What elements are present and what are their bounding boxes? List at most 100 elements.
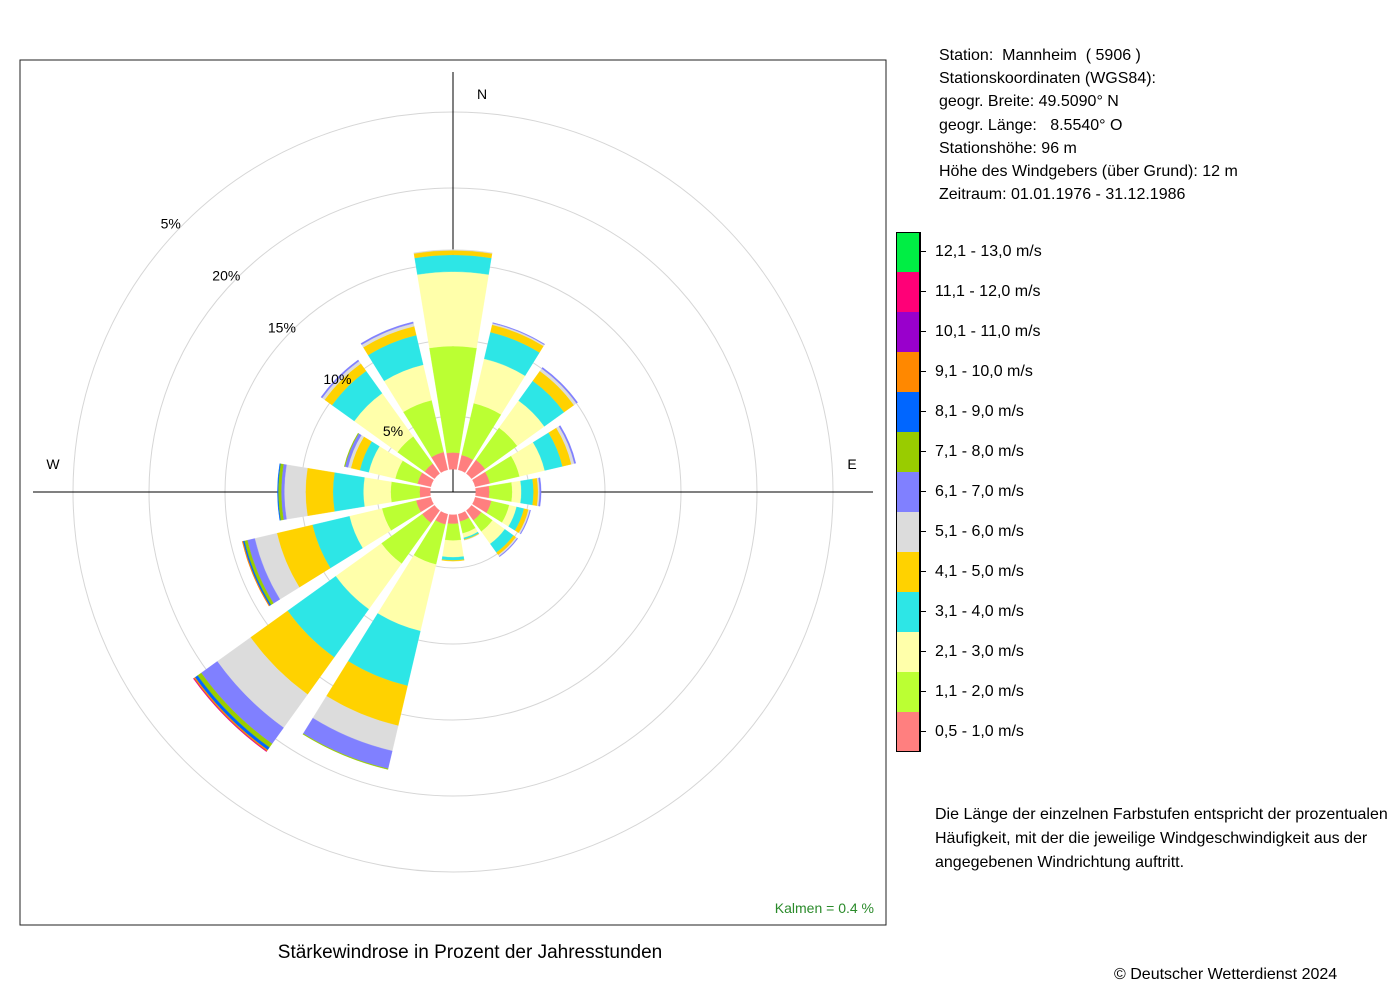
legend-swatch (896, 632, 920, 672)
legend-item: 11,1 - 12,0 m/s (896, 272, 1196, 312)
sector-SW-class-12 (193, 678, 267, 752)
radial-tick-label: 5% (383, 423, 403, 439)
legend-swatch (896, 312, 920, 352)
station-info: Station: Mannheim ( 5906 ) Stationskoord… (939, 44, 1238, 206)
sector-WSW-class-10 (241, 541, 270, 607)
legend-label: 12,1 - 13,0 m/s (935, 243, 1042, 260)
sector-W-class-6 (284, 464, 308, 520)
legend-swatch (896, 712, 920, 752)
legend-swatch (896, 232, 920, 272)
legend-swatch (896, 672, 920, 712)
legend-item: 12,1 - 13,0 m/s (896, 232, 1196, 272)
sector-W-class-1 (419, 486, 431, 498)
sector-NW-class-7 (320, 359, 360, 399)
sector-W-class-9 (277, 463, 281, 521)
legend-swatch (896, 352, 920, 392)
legend-swatch (896, 432, 920, 472)
legend-label: 7,1 - 8,0 m/s (935, 443, 1024, 460)
plot-frame (19, 59, 887, 926)
sector-S-class-1 (447, 514, 459, 525)
legend-label: 8,1 - 9,0 m/s (935, 403, 1024, 420)
legend-item: 1,1 - 2,0 m/s (896, 672, 1196, 712)
legend-tick (920, 251, 926, 252)
sector-N-class-3 (417, 271, 489, 349)
wind-rose-chart: 5% 10% 15% 20% 5% N E W Kalmen = 0.4 % (19, 59, 887, 926)
legend-tick (920, 571, 926, 572)
sector-W-class-3 (363, 477, 392, 507)
sector-NNO-class-7 (492, 322, 545, 345)
sector-SO-class-7 (498, 537, 519, 558)
sector-OSO-class-7 (519, 509, 531, 535)
station-name: Station: Mannheim ( 5906 ) (939, 47, 1141, 64)
sector-NO-class-7 (541, 367, 578, 404)
radial-tick-label: 5% (161, 216, 181, 232)
anemometer-height: Höhe des Windgebers (über Grund): 12 m (939, 163, 1238, 181)
sector-O-class-2 (488, 482, 513, 502)
sector-N-class-6 (413, 249, 493, 254)
explanation-note: Die Länge der einzelnen Farbstufen entsp… (935, 806, 1388, 871)
legend-item: 6,1 - 7,0 m/s (896, 472, 1196, 512)
calm-label: Kalmen = 0.4 % (775, 900, 874, 916)
sector-NNW-class-7 (360, 321, 414, 345)
legend-tick (920, 731, 926, 732)
legend-tick (920, 691, 926, 692)
legend-item: 4,1 - 5,0 m/s (896, 552, 1196, 592)
sector-S-class-5 (441, 559, 465, 562)
legend-label: 0,5 - 1,0 m/s (935, 723, 1024, 740)
legend-tick (920, 411, 926, 412)
legend-item: 2,1 - 3,0 m/s (896, 632, 1196, 672)
east-label: E (847, 456, 856, 472)
legend-tick (920, 371, 926, 372)
sector-ONO-class-7 (558, 425, 577, 464)
legend-swatch (896, 272, 920, 312)
wind-sectors (193, 249, 578, 770)
legend-label: 10,1 - 11,0 m/s (935, 323, 1041, 340)
station-longitude: geogr. Länge: 8.5540° O (939, 116, 1123, 134)
legend-item: 0,5 - 1,0 m/s (896, 712, 1196, 752)
sector-S-class-3 (442, 539, 464, 558)
sector-SSW-class-8 (302, 733, 389, 770)
legend-tick (920, 651, 926, 652)
legend-label: 5,1 - 6,0 m/s (935, 523, 1024, 540)
sector-W-class-2 (390, 481, 421, 503)
sector-SSO-class-6 (464, 533, 480, 541)
chart-title: Stärkewindrose in Prozent der Jahresstun… (277, 942, 663, 963)
legend-label: 2,1 - 3,0 m/s (935, 643, 1024, 660)
time-period: Zeitraum: 01.01.1976 - 31.12.1986 (939, 186, 1186, 204)
legend-label: 6,1 - 7,0 m/s (935, 483, 1024, 500)
legend-item: 7,1 - 8,0 m/s (896, 432, 1196, 472)
sector-S-class-2 (444, 523, 462, 541)
legend-swatch (896, 552, 920, 592)
legend-swatch (896, 392, 920, 432)
legend-tick (920, 451, 926, 452)
sector-O-class-7 (538, 477, 542, 507)
sector-N-class-4 (414, 254, 492, 275)
legend-tick (920, 531, 926, 532)
station-elevation: Stationshöhe: 96 m (939, 139, 1077, 157)
sector-O-class-4 (520, 478, 534, 506)
radial-tick-labels: 5% 10% 15% 20% 5% (161, 216, 404, 439)
legend-tick (920, 611, 926, 612)
legend-label: 3,1 - 4,0 m/s (935, 603, 1024, 620)
legend-item: 5,1 - 6,0 m/s (896, 512, 1196, 552)
legend-label: 1,1 - 2,0 m/s (935, 683, 1024, 700)
legend-swatch (896, 472, 920, 512)
legend-label: 4,1 - 5,0 m/s (935, 563, 1024, 580)
sector-WNW-class-8 (344, 432, 359, 467)
sector-W-class-5 (305, 467, 335, 517)
north-label: N (477, 86, 487, 102)
station-coordinates-heading: Stationskoordinaten (WGS84): (939, 70, 1156, 88)
legend-label: 11,1 - 12,0 m/s (935, 283, 1041, 300)
legend-item: 3,1 - 4,0 m/s (896, 592, 1196, 632)
sector-N-class-1 (446, 452, 460, 470)
legend-item: 9,1 - 10,0 m/s (896, 352, 1196, 392)
west-label: W (46, 456, 60, 472)
radial-tick-label: 10% (323, 371, 351, 387)
station-latitude: geogr. Breite: 49.5090° N (939, 93, 1119, 111)
legend-tick (920, 491, 926, 492)
legend-item: 8,1 - 9,0 m/s (896, 392, 1196, 432)
legend-swatch (896, 512, 920, 552)
copyright: © Deutscher Wetterdienst 2024 (1114, 966, 1338, 983)
legend-swatch (896, 592, 920, 632)
radial-tick-label: 15% (268, 319, 296, 335)
